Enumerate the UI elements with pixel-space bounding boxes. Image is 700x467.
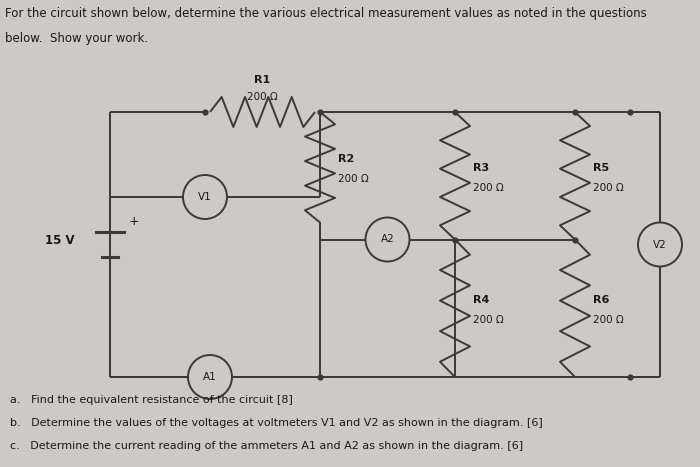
Text: R1: R1 xyxy=(254,75,271,85)
Text: 200 Ω: 200 Ω xyxy=(473,315,504,325)
Text: below.  Show your work.: below. Show your work. xyxy=(5,32,148,45)
Text: For the circuit shown below, determine the various electrical measurement values: For the circuit shown below, determine t… xyxy=(5,7,647,20)
Text: 15 V: 15 V xyxy=(46,234,75,247)
Text: A1: A1 xyxy=(203,372,217,382)
Text: +: + xyxy=(129,215,139,228)
Circle shape xyxy=(638,222,682,267)
Text: A2: A2 xyxy=(381,234,394,245)
Circle shape xyxy=(183,175,227,219)
Text: a.   Find the equivalent resistance of the circuit [8]: a. Find the equivalent resistance of the… xyxy=(10,395,293,405)
Text: V1: V1 xyxy=(198,192,212,202)
Text: R2: R2 xyxy=(338,154,354,164)
Text: 200 Ω: 200 Ω xyxy=(247,92,278,102)
Text: R6: R6 xyxy=(593,295,610,305)
Text: b.   Determine the values of the voltages at voltmeters V1 and V2 as shown in th: b. Determine the values of the voltages … xyxy=(10,418,542,428)
Text: 200 Ω: 200 Ω xyxy=(473,183,504,193)
Text: 200 Ω: 200 Ω xyxy=(593,183,624,193)
Text: c.   Determine the current reading of the ammeters A1 and A2 as shown in the dia: c. Determine the current reading of the … xyxy=(10,441,523,451)
Text: 200 Ω: 200 Ω xyxy=(593,315,624,325)
Text: R4: R4 xyxy=(473,295,489,305)
Circle shape xyxy=(188,355,232,399)
Text: 200 Ω: 200 Ω xyxy=(338,174,369,184)
Text: V2: V2 xyxy=(653,240,667,249)
Text: R5: R5 xyxy=(593,163,609,173)
Text: R3: R3 xyxy=(473,163,489,173)
Circle shape xyxy=(365,218,410,262)
